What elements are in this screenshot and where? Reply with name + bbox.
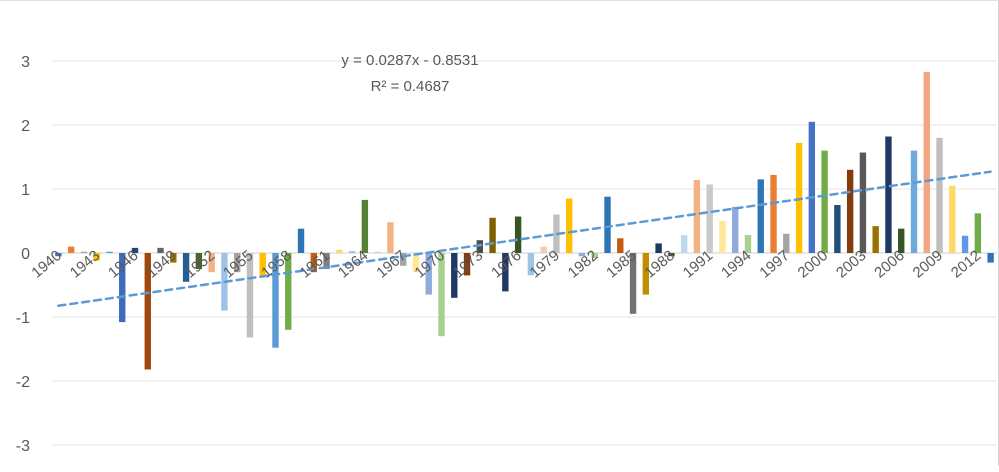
bar xyxy=(744,235,752,253)
y-tick-label: 2 xyxy=(21,118,30,135)
bar xyxy=(642,253,650,295)
bar xyxy=(425,253,432,295)
bar xyxy=(846,169,854,253)
bar xyxy=(119,253,126,323)
trendline xyxy=(57,170,992,308)
bar xyxy=(233,253,241,273)
bar xyxy=(923,71,930,253)
bar xyxy=(566,198,573,253)
x-tick-label: 1940 xyxy=(28,247,64,281)
bar xyxy=(974,213,982,253)
bar xyxy=(668,253,675,257)
bar xyxy=(872,226,879,253)
bar xyxy=(502,253,509,292)
bar xyxy=(629,253,637,314)
bar xyxy=(55,253,62,257)
bar xyxy=(259,253,266,276)
bar xyxy=(885,136,892,253)
trendline-equation-group: y = 0.0287x - 0.8531 R² = 0.4687 xyxy=(341,52,478,95)
trendline-group xyxy=(57,170,992,308)
y-tick-label: -2 xyxy=(16,374,30,391)
bar xyxy=(617,238,624,253)
bar xyxy=(604,196,611,253)
bar xyxy=(336,249,343,253)
bar xyxy=(834,205,841,253)
bars xyxy=(55,71,994,370)
bar xyxy=(591,253,598,259)
bar xyxy=(898,228,905,253)
bar xyxy=(182,253,190,282)
bar xyxy=(961,235,969,253)
y-tick-label: 3 xyxy=(21,54,30,71)
y-tick-label: -1 xyxy=(16,310,30,327)
bar xyxy=(808,121,816,253)
bar xyxy=(655,243,662,253)
bar xyxy=(285,253,292,330)
bar xyxy=(540,246,547,253)
bar xyxy=(170,253,177,263)
bar xyxy=(463,253,471,276)
bar xyxy=(246,253,254,338)
y-tick-label: -3 xyxy=(16,438,30,455)
y-tick-label: 1 xyxy=(21,182,30,199)
x-tick-label: 1952 xyxy=(182,247,218,281)
bar xyxy=(489,217,496,253)
bar xyxy=(67,246,75,253)
bar xyxy=(323,253,330,269)
bar xyxy=(910,150,918,253)
bar xyxy=(80,251,88,253)
bar xyxy=(348,251,356,253)
bar xyxy=(680,235,688,253)
bar xyxy=(93,253,100,261)
bar xyxy=(208,253,215,273)
bar xyxy=(859,152,867,253)
bar xyxy=(732,206,739,253)
x-tick-label: 1988 xyxy=(641,247,677,281)
trendline-equation: y = 0.0287x - 0.8531 xyxy=(341,52,478,69)
bar xyxy=(297,228,305,253)
trendline-r-squared: R² = 0.4687 xyxy=(371,78,450,95)
y-axis-ticks: -3 -2 -1 0 1 2 3 xyxy=(16,54,30,455)
bar xyxy=(936,137,943,253)
bar xyxy=(399,253,407,266)
x-tick-label: 1949 xyxy=(143,247,179,281)
bar xyxy=(821,150,828,253)
bar xyxy=(106,251,113,253)
bar xyxy=(987,253,994,263)
bar xyxy=(693,180,701,253)
y-tick-label: 0 xyxy=(21,246,30,263)
bar xyxy=(387,222,394,253)
bar xyxy=(757,179,764,253)
bar xyxy=(578,253,586,257)
bar xyxy=(514,216,522,253)
bar xyxy=(438,253,445,337)
bar xyxy=(476,240,483,253)
bar xyxy=(310,253,317,273)
bar xyxy=(157,247,164,253)
bar xyxy=(195,253,203,269)
bar xyxy=(451,253,458,298)
bar xyxy=(144,253,151,370)
bar xyxy=(361,199,369,253)
bar xyxy=(272,253,279,348)
bar xyxy=(795,142,803,253)
bar xyxy=(949,185,956,253)
bar xyxy=(719,221,726,253)
bar xyxy=(527,253,535,276)
bar xyxy=(131,247,139,253)
bar xyxy=(374,251,381,253)
bar xyxy=(706,184,713,253)
bar xyxy=(770,174,777,253)
bar xyxy=(783,233,790,253)
bar xyxy=(412,253,420,273)
